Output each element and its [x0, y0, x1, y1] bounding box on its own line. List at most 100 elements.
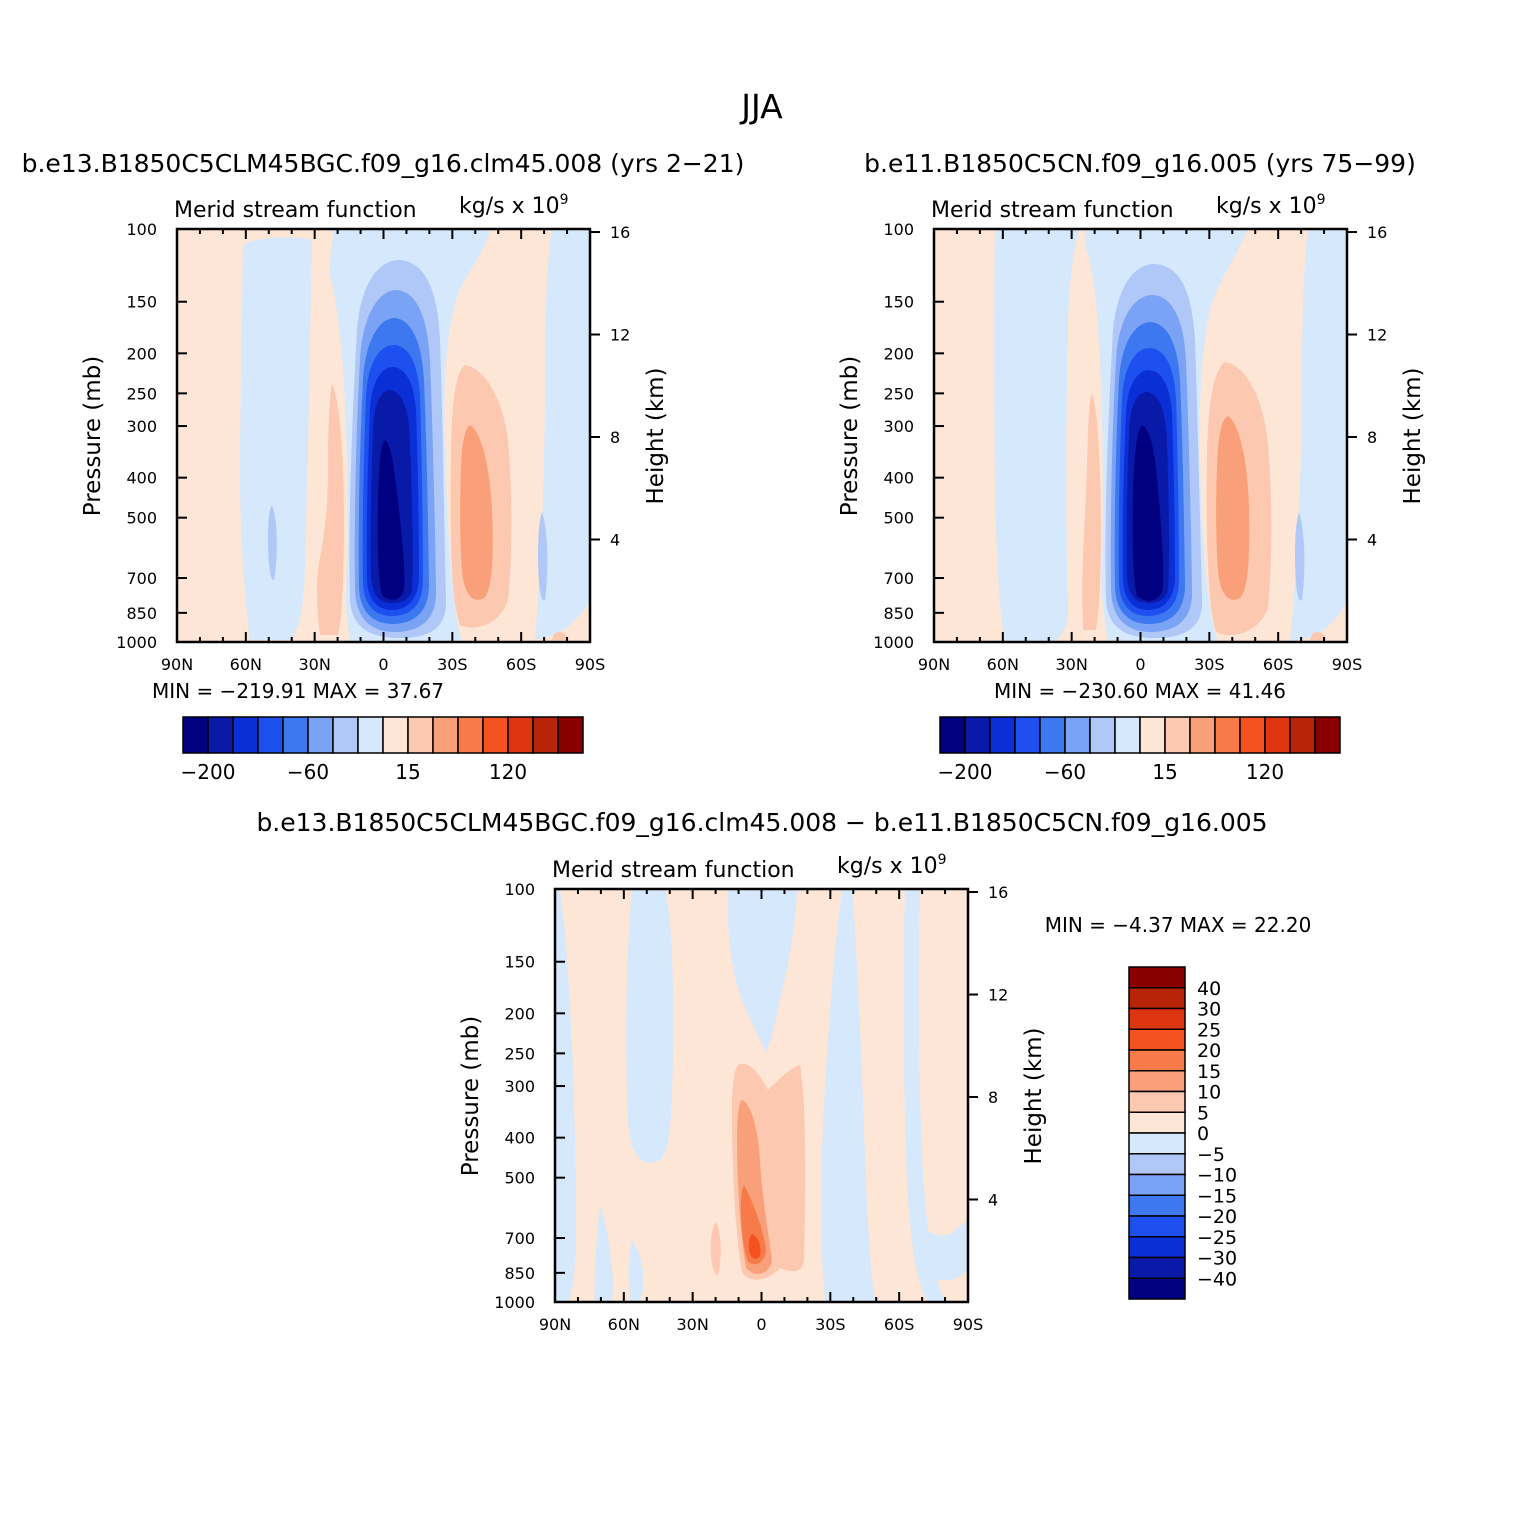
- colorbar-swatch: [1289, 716, 1316, 754]
- x-tick-label: 90N: [539, 1315, 571, 1334]
- contour-field: [177, 229, 590, 642]
- y-right-tick-label: 4: [1367, 531, 1377, 550]
- y-tick-label: 850: [126, 604, 157, 623]
- colorbar-swatch: [1128, 1277, 1186, 1300]
- colorbar-swatch: [1264, 716, 1291, 754]
- colorbar-tick-label: −60: [287, 760, 329, 784]
- x-tick-label: 90S: [1332, 655, 1363, 674]
- y-right-tick-label: 16: [610, 223, 630, 242]
- x-tick-label: 30S: [1194, 655, 1225, 674]
- x-tick-label: 60N: [608, 1315, 640, 1334]
- panel-reference: b.e11.B1850C5CN.f09_g16.005 (yrs 75−99) …: [837, 149, 1426, 784]
- colorbar-tick-label: −40: [1197, 1268, 1237, 1290]
- x-tick-label: 60S: [506, 655, 537, 674]
- x-tick-label: 60N: [987, 655, 1019, 674]
- contour-field: [555, 889, 968, 1302]
- colorbar-swatch: [1128, 1007, 1186, 1030]
- colorbar-swatch: [357, 716, 384, 754]
- contour-shape: [924, 1221, 968, 1281]
- colorbar-swatch: [257, 716, 284, 754]
- colorbar-swatch: [282, 716, 309, 754]
- y-right-tick-label: 4: [988, 1191, 998, 1210]
- y-right-tick-label: 8: [1367, 428, 1377, 447]
- y-tick-label: 150: [883, 293, 914, 312]
- y-tick-label: 250: [504, 1044, 535, 1063]
- colorbar-swatch: [1239, 716, 1266, 754]
- y-right-tick-label: 12: [988, 986, 1008, 1005]
- y-tick-label: 1000: [116, 633, 157, 652]
- colorbar-swatch: [1128, 1215, 1186, 1238]
- colorbar-tick-label: 20: [1197, 1040, 1221, 1062]
- colorbar-swatch: [1314, 716, 1341, 754]
- colorbar-swatch: [939, 716, 966, 754]
- y-right-tick-label: 8: [988, 1088, 998, 1107]
- colorbar-swatch: [382, 716, 409, 754]
- y-tick-label: 200: [504, 1004, 535, 1023]
- panel-difference: b.e13.B1850C5CLM45BGC.f09_g16.clm45.008 …: [256, 808, 1311, 1334]
- x-tick-label: 60S: [884, 1315, 915, 1334]
- colorbar-swatch: [1128, 1028, 1186, 1051]
- y-tick-label: 400: [126, 469, 157, 488]
- colorbar-tick-label: 15: [1197, 1061, 1221, 1083]
- colorbar-swatch: [1128, 1236, 1186, 1259]
- stats-text: MIN = −230.60 MAX = 41.46: [994, 679, 1286, 703]
- x-tick-label: 30N: [299, 655, 331, 674]
- contour-shape: [240, 237, 312, 640]
- y-tick-label: 250: [126, 384, 157, 403]
- axes: 90N 60N 30N 0 30S 60S 90S 100 150 200 250 300 400 500…: [116, 220, 630, 674]
- x-tick-label: 30S: [815, 1315, 846, 1334]
- stats-text: MIN = −219.91 MAX = 37.67: [152, 679, 444, 703]
- colorbar-swatch: [1128, 1090, 1186, 1113]
- y-tick-label: 200: [883, 344, 914, 363]
- x-tick-label: 30N: [677, 1315, 709, 1334]
- y-axis-label: Pressure (mb): [837, 356, 863, 516]
- contour-field: [934, 229, 1347, 642]
- colorbar-swatch: [1164, 716, 1191, 754]
- y-tick-label: 100: [126, 220, 157, 239]
- colorbar-tick-label: −60: [1044, 760, 1086, 784]
- colorbar-swatch: [1128, 1153, 1186, 1176]
- y-tick-label: 400: [504, 1129, 535, 1148]
- colorbar-tick-label: −25: [1197, 1227, 1237, 1249]
- contour-shape: [316, 383, 344, 635]
- contour-shape: [821, 889, 876, 1302]
- colorbar-tick-label: −200: [938, 760, 993, 784]
- x-tick-label: 30N: [1056, 655, 1088, 674]
- y-axis-label: Pressure (mb): [80, 356, 106, 516]
- colorbar-tick-label: 15: [1152, 760, 1177, 784]
- case-title: b.e13.B1850C5CLM45BGC.f09_g16.clm45.008 …: [22, 149, 745, 178]
- colorbar-swatch: [532, 716, 559, 754]
- y-tick-label: 850: [883, 604, 914, 623]
- y-right-tick-label: 4: [610, 531, 620, 550]
- colorbar-swatch: [457, 716, 484, 754]
- var-title: Merid stream function: [931, 198, 1174, 223]
- contour-shape: [552, 632, 568, 640]
- contour-shape: [1290, 229, 1347, 642]
- y-tick-label: 200: [126, 344, 157, 363]
- contour-shape: [535, 229, 590, 640]
- colorbar-swatch: [1128, 1173, 1186, 1196]
- y-axis-right-label: Height (km): [1021, 1027, 1047, 1164]
- x-tick-label: 0: [1135, 655, 1145, 674]
- colorbar-tick-label: 40: [1197, 978, 1221, 1000]
- colorbar-tick-label: −20: [1197, 1206, 1237, 1228]
- contour-shape: [268, 505, 277, 581]
- y-tick-label: 700: [126, 569, 157, 588]
- y-tick-label: 300: [883, 417, 914, 436]
- colorbar-tick-label: 15: [395, 760, 420, 784]
- contour-shape: [377, 440, 405, 600]
- colorbar-swatch: [232, 716, 259, 754]
- contour-shape: [555, 889, 577, 1302]
- colorbar-tick-label: 120: [1246, 760, 1284, 784]
- colorbar-swatch: [1128, 1070, 1186, 1093]
- colorbar-swatch: [432, 716, 459, 754]
- y-tick-label: 500: [126, 509, 157, 528]
- y-tick-label: 100: [883, 220, 914, 239]
- contour-shape: [994, 229, 1080, 642]
- colorbar-swatch: [1089, 716, 1116, 754]
- case-title: b.e13.B1850C5CLM45BGC.f09_g16.clm45.008 …: [256, 808, 1267, 837]
- y-right-tick-label: 12: [1367, 326, 1387, 345]
- y-tick-label: 250: [883, 384, 914, 403]
